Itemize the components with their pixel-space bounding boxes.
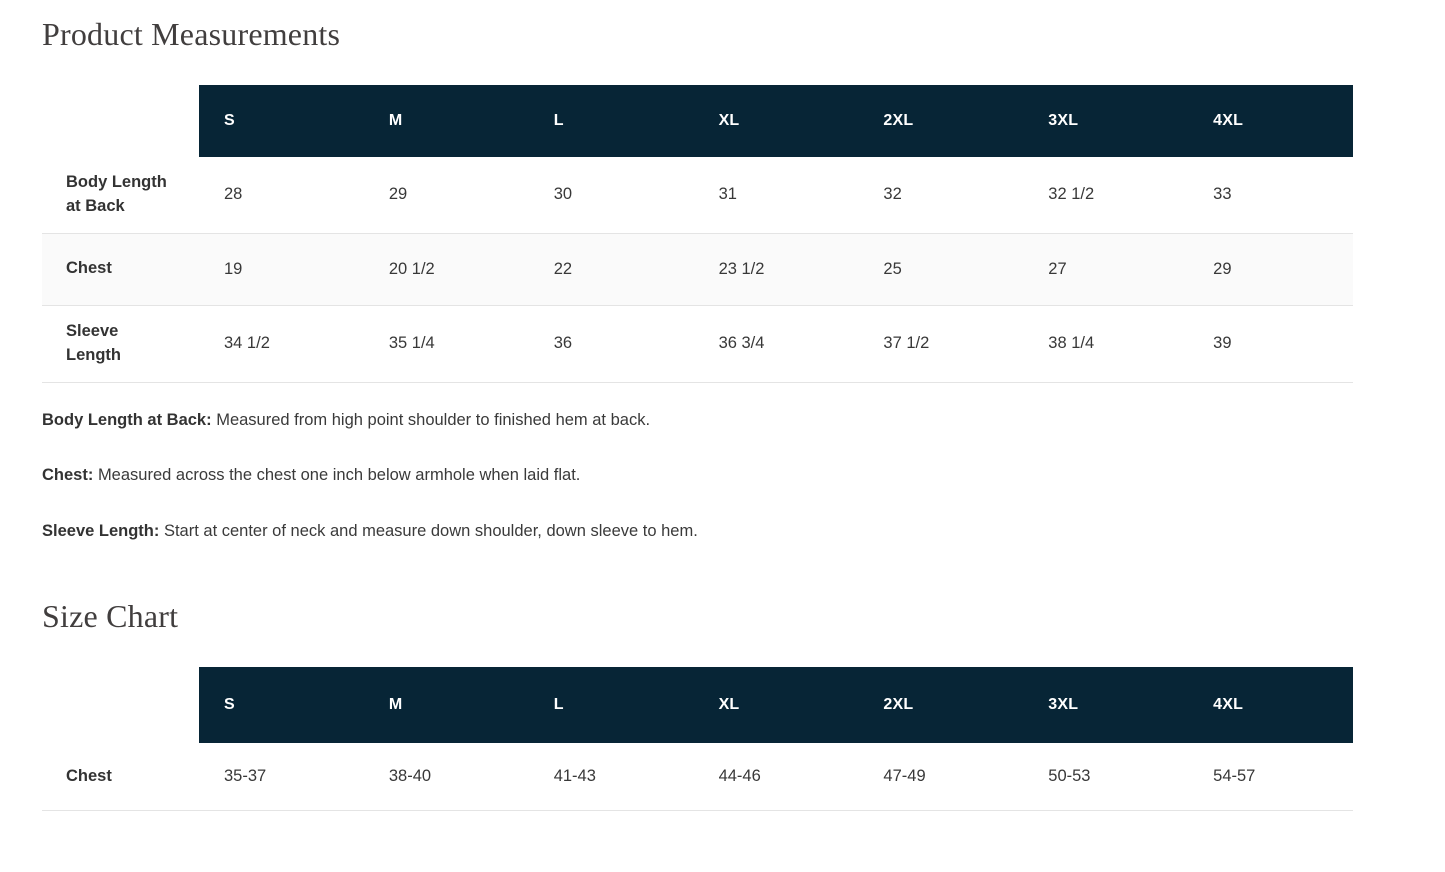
measurement-notes: Body Length at Back: Measured from high … <box>42 410 1353 542</box>
product-measurements-table: S M L XL 2XL 3XL 4XL Body Length at Back… <box>42 85 1353 383</box>
cell-sleeve-s: 34 1/2 <box>224 334 270 353</box>
cell-chest-2xl: 25 <box>883 259 902 278</box>
cell-body-length-s: 28 <box>224 185 243 204</box>
cell-chest-s: 19 <box>224 259 243 278</box>
cell-chest-xl: 23 1/2 <box>718 259 765 278</box>
sc-column-header-2xl: 2XL <box>858 667 1024 743</box>
sc-cell-chest-m: 38-40 <box>388 767 432 785</box>
column-header-s: S <box>199 85 364 157</box>
size-chart-title: Size Chart <box>42 598 179 634</box>
note-sleeve-length: Sleeve Length: Start at center of neck a… <box>42 521 1353 542</box>
note-body-length-definition: Measured from high point shoulder to fin… <box>216 410 651 429</box>
sc-cell-chest-s: 35-37 <box>224 767 267 785</box>
sc-cell-chest-4xl: 54-57 <box>1213 767 1256 785</box>
note-body-length: Body Length at Back: Measured from high … <box>42 410 1353 431</box>
column-header-l: L <box>528 85 694 157</box>
sc-column-header-s: S <box>199 667 364 743</box>
sizing-page: Product Measurements S M L XL 2XL 3XL 4X… <box>42 16 1353 811</box>
note-body-length-term: Body Length at Back: <box>42 410 212 429</box>
cell-sleeve-l: 36 <box>553 334 573 353</box>
sc-column-header-m: M <box>363 667 529 743</box>
sc-cell-chest-l: 41-43 <box>553 767 596 785</box>
column-header-xl: XL <box>693 85 859 157</box>
cell-body-length-4xl: 33 <box>1213 185 1232 204</box>
sc-cell-chest-xl: 44-46 <box>718 767 761 785</box>
table-row-body-length: Body Length at Back 28 29 30 31 32 32 1/… <box>42 157 1353 234</box>
cell-sleeve-xl: 36 3/4 <box>718 334 765 353</box>
cell-body-length-3xl: 32 1/2 <box>1048 185 1095 204</box>
row-label-body-length: Body Length at Back <box>66 173 167 215</box>
header-spacer-cell <box>42 85 199 157</box>
sc-column-header-3xl: 3XL <box>1023 667 1189 743</box>
column-header-m: M <box>363 85 529 157</box>
cell-chest-3xl: 27 <box>1048 259 1067 278</box>
cell-body-length-xl: 31 <box>718 185 737 204</box>
sc-row-label-chest: Chest <box>66 766 112 785</box>
cell-chest-m: 20 1/2 <box>388 259 435 278</box>
content-area: Product Measurements S M L XL 2XL 3XL 4X… <box>42 16 1353 811</box>
note-chest-term: Chest: <box>42 466 94 485</box>
table-row-sleeve-length: Sleeve Length 34 1/2 35 1/4 36 36 3/4 37… <box>42 306 1353 383</box>
product-measurements-title: Product Measurements <box>42 16 341 52</box>
table-row-chest: Chest 19 20 1/2 22 23 1/2 25 27 29 <box>42 233 1353 306</box>
note-sleeve-length-definition: Start at center of neck and measure down… <box>163 521 698 540</box>
row-label-chest: Chest <box>66 259 112 278</box>
cell-sleeve-2xl: 37 1/2 <box>883 334 930 353</box>
size-chart-header-row: S M L XL 2XL 3XL 4XL <box>42 667 1353 743</box>
column-header-3xl: 3XL <box>1023 85 1189 157</box>
sc-header-spacer-cell <box>42 667 199 743</box>
size-chart-table: S M L XL 2XL 3XL 4XL Chest 35-37 38-40 4… <box>42 667 1353 811</box>
sc-column-header-xl: XL <box>693 667 859 743</box>
note-chest: Chest: Measured across the chest one inc… <box>42 465 1353 486</box>
note-sleeve-length-term: Sleeve Length: <box>42 521 160 540</box>
column-header-2xl: 2XL <box>858 85 1024 157</box>
cell-chest-l: 22 <box>553 259 573 278</box>
note-chest-definition: Measured across the chest one inch below… <box>97 466 581 485</box>
cell-chest-4xl: 29 <box>1213 259 1232 278</box>
cell-body-length-2xl: 32 <box>883 185 902 204</box>
column-header-4xl: 4XL <box>1188 85 1353 157</box>
sc-column-header-l: L <box>528 667 694 743</box>
cell-body-length-m: 29 <box>388 185 408 204</box>
measurements-header-row: S M L XL 2XL 3XL 4XL <box>42 85 1353 157</box>
sc-cell-chest-3xl: 50-53 <box>1048 767 1091 785</box>
sc-cell-chest-2xl: 47-49 <box>883 767 926 785</box>
cell-sleeve-4xl: 39 <box>1213 334 1232 353</box>
row-label-sleeve-length: Sleeve Length <box>66 321 121 364</box>
cell-sleeve-3xl: 38 1/4 <box>1048 334 1095 353</box>
sc-column-header-4xl: 4XL <box>1188 667 1353 743</box>
size-chart-row-chest: Chest 35-37 38-40 41-43 44-46 47-49 50-5… <box>42 743 1353 811</box>
cell-body-length-l: 30 <box>553 185 573 204</box>
cell-sleeve-m: 35 1/4 <box>388 334 435 353</box>
